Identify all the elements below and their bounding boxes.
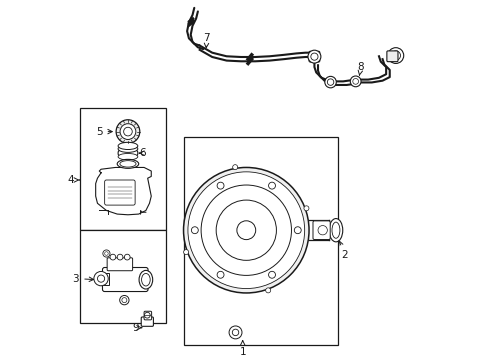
Circle shape [294,227,301,234]
FancyBboxPatch shape [144,311,151,320]
Ellipse shape [328,219,342,242]
Ellipse shape [139,270,152,289]
Circle shape [116,120,140,143]
FancyBboxPatch shape [107,258,132,271]
FancyBboxPatch shape [312,221,329,239]
FancyBboxPatch shape [102,267,148,292]
Circle shape [124,254,130,260]
FancyBboxPatch shape [104,180,135,205]
Ellipse shape [118,145,138,152]
Circle shape [187,172,304,289]
Circle shape [117,254,122,260]
Circle shape [191,227,198,234]
Text: 6: 6 [139,148,145,158]
Bar [101,273,109,285]
Circle shape [349,76,360,87]
Circle shape [183,249,188,255]
Text: 2: 2 [338,241,347,260]
Ellipse shape [118,142,138,149]
Ellipse shape [118,146,138,160]
Circle shape [326,79,333,85]
Circle shape [324,76,336,88]
Circle shape [104,252,108,255]
Ellipse shape [117,159,139,168]
Text: 3: 3 [73,274,93,284]
Circle shape [268,182,275,189]
Circle shape [268,271,275,278]
Circle shape [144,312,150,318]
Bar [80,108,165,230]
Circle shape [97,275,104,282]
Circle shape [310,53,317,60]
FancyBboxPatch shape [141,317,153,326]
FancyBboxPatch shape [308,51,319,62]
Ellipse shape [142,273,150,286]
Circle shape [217,182,224,189]
Circle shape [265,288,270,293]
Ellipse shape [331,222,339,238]
Text: 9: 9 [132,323,142,333]
Circle shape [110,254,116,260]
Text: 5: 5 [96,127,112,136]
Circle shape [317,226,326,235]
Ellipse shape [120,161,136,167]
Circle shape [102,250,110,257]
Circle shape [232,329,238,336]
Circle shape [228,326,242,339]
Text: 1: 1 [239,341,245,357]
Circle shape [390,51,400,60]
Text: 8: 8 [357,62,364,75]
Circle shape [236,221,255,240]
Circle shape [232,165,237,170]
Circle shape [122,298,126,303]
Circle shape [201,185,291,275]
Bar [80,230,165,323]
Circle shape [387,48,403,63]
Circle shape [307,50,320,63]
Circle shape [304,206,308,211]
Text: 7: 7 [203,33,210,48]
Circle shape [120,124,136,139]
Text: 4: 4 [67,175,79,185]
Ellipse shape [118,153,138,160]
Circle shape [120,296,129,305]
Circle shape [352,78,358,84]
Circle shape [123,127,132,136]
Circle shape [217,271,224,278]
Circle shape [216,200,276,260]
FancyBboxPatch shape [386,51,397,62]
Circle shape [94,271,108,286]
Circle shape [183,167,308,293]
Bar [183,137,337,345]
